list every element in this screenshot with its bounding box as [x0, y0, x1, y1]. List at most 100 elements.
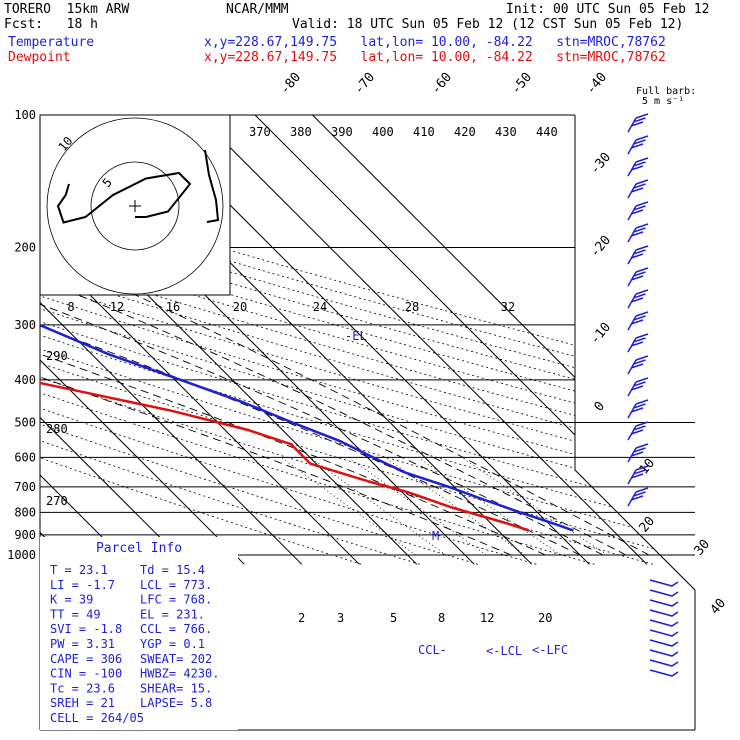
wind-barb-flag	[633, 337, 646, 343]
dry-adiabat	[40, 115, 695, 565]
wind-barb-flag	[635, 355, 649, 361]
mixing-ratio-label: 8	[438, 611, 445, 625]
pressure-label: 500	[14, 416, 36, 430]
pressure-label: 200	[14, 240, 36, 254]
mixing-ratio-label: 20	[538, 611, 552, 625]
mixing-ratio-line	[348, 457, 487, 556]
parcel-value-right: EL = 231.	[140, 607, 205, 621]
parcel-value-left: LI = -1.7	[50, 578, 115, 592]
lcl-marker: <-LCL	[486, 644, 522, 658]
wind-barb-flag	[630, 143, 644, 149]
dewpoint-trace	[40, 115, 530, 532]
theta-label: 440	[536, 125, 558, 139]
wind-barb-flag	[633, 359, 646, 365]
wind-barb-flag	[633, 403, 646, 409]
parcel-box	[40, 537, 238, 730]
wind-barb-flag	[630, 253, 644, 259]
parcel-value-left: SREH = 21	[50, 696, 115, 710]
wind-barb	[649, 619, 679, 627]
wind-barb-flag	[633, 381, 646, 387]
wind-barb-flag	[635, 179, 649, 185]
hodograph-trace	[204, 149, 220, 223]
dry-adiabat	[40, 115, 695, 565]
mixing-ratio-line	[309, 457, 447, 556]
wind-barb-flag	[635, 289, 649, 295]
isotherm-line	[197, 115, 648, 565]
wind-barb	[649, 629, 679, 637]
wind-barb-flag	[635, 333, 649, 339]
isotherm-label: 20	[637, 514, 659, 536]
parcel-value-left: TT = 49	[50, 607, 101, 621]
isotherm-label: -10	[588, 320, 615, 348]
hodograph-speed-label: 20	[233, 300, 247, 314]
hodograph-speed-label: 28	[405, 300, 419, 314]
wind-barb-flag	[633, 249, 646, 255]
theta-label: 380	[290, 125, 312, 139]
isotherm-line	[312, 115, 695, 565]
temperature-location: x,y=228.67,149.75 lat,lon= 10.00, -84.22…	[204, 35, 666, 50]
wind-barb-flag	[630, 231, 644, 237]
pressure-label: 800	[14, 505, 36, 519]
isotherm-line	[40, 115, 130, 565]
dewpoint-legend: Dewpoint	[8, 50, 71, 65]
wind-barb-flag	[635, 311, 649, 317]
wind-barb-flag	[630, 495, 644, 501]
hodograph-speed-label: 24	[313, 300, 327, 314]
pressure-label: 1000	[7, 548, 36, 562]
lfc-marker: <-LFC	[532, 643, 568, 657]
dewpoint-location: x,y=228.67,149.75 lat,lon= 10.00, -84.22…	[204, 50, 666, 65]
mixing-ratio-line	[461, 457, 608, 556]
wind-barb-flag	[630, 275, 644, 281]
parcel-value-right: LCL = 773.	[140, 578, 212, 592]
wind-barb-flag	[630, 297, 644, 303]
wind-barb-flag	[630, 187, 644, 193]
wind-barb-flag	[635, 465, 649, 471]
hodograph-speed-label: 32	[501, 300, 515, 314]
isotherm-label: -70	[352, 70, 379, 98]
wind-barb-flag	[633, 315, 646, 321]
isotherm-label: -50	[509, 70, 536, 98]
isotherm-line	[0, 115, 14, 564]
pressure-label: 400	[14, 373, 36, 387]
dry-adiabat	[40, 115, 695, 565]
wind-barb-flag	[630, 341, 644, 347]
wind-barb-flag	[630, 209, 644, 215]
parcel-value-right: LFC = 768.	[140, 593, 212, 607]
isotherm-label: -30	[588, 150, 615, 178]
parcel-value-right: LAPSE= 5.8	[140, 696, 212, 710]
moist-adiabat	[40, 247, 627, 556]
isotherm-label: -40	[584, 70, 611, 98]
dry-adiabat-label: 280	[46, 422, 68, 436]
wind-barb-flag	[635, 113, 649, 119]
init-time: Init: 00 UTC Sun 05 Feb 12	[506, 2, 710, 17]
dry-adiabat	[40, 115, 695, 565]
wind-barb	[649, 639, 679, 647]
wind-barb-flag	[635, 421, 649, 427]
dry-adiabat	[40, 115, 654, 565]
wind-barb-flag	[630, 407, 644, 413]
wind-barb-flag	[630, 165, 644, 171]
dry-adiabat	[40, 115, 695, 565]
parcel-value-left: CELL = 264/05	[50, 711, 144, 725]
pressure-label: 700	[14, 480, 36, 494]
forecast-hour: Fcst: 18 h	[4, 17, 98, 32]
parcel-value-left: CIN = -100	[50, 667, 122, 681]
isotherm-line	[40, 115, 245, 565]
wind-barb-flag	[633, 271, 646, 277]
theta-label: 390	[331, 125, 353, 139]
valid-time: Valid: 18 UTC Sun 05 Feb 12 (12 CST Sun …	[292, 17, 684, 32]
wind-legend: Full barb:	[636, 86, 696, 97]
ccl-marker: CCL-	[418, 643, 447, 657]
isotherm-label: 0	[592, 399, 609, 415]
parcel-value-right: SHEAR= 15.	[140, 681, 212, 695]
parcel-value-left: SVI = -1.8	[50, 622, 122, 636]
dry-adiabat-label: 270	[46, 494, 68, 508]
parcel-value-left: K = 39	[50, 593, 93, 607]
hodograph-speed-label: 12	[110, 300, 124, 314]
wind-barb-flag	[635, 135, 649, 141]
theta-label: 410	[413, 125, 435, 139]
hodograph-trace	[56, 171, 192, 224]
parcel-value-left: CAPE = 306	[50, 652, 122, 666]
temperature-trace	[40, 115, 574, 532]
